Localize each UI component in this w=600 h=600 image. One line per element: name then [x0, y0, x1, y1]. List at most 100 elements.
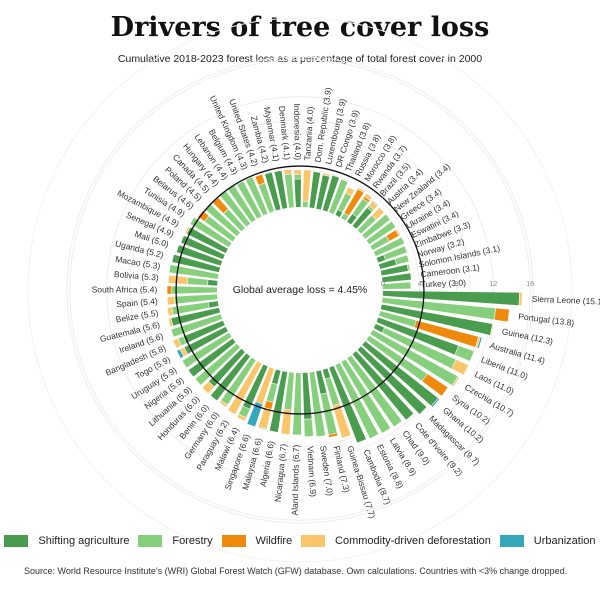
- bar-segment: [362, 341, 438, 406]
- bar-segment: [284, 169, 292, 175]
- bar-segment: [380, 264, 409, 276]
- country-label: Aland Islands (6.7): [290, 444, 301, 515]
- bar-segment: [370, 236, 389, 251]
- legend-swatch: [499, 535, 524, 547]
- bar-segment: [383, 246, 407, 260]
- bar-segment: [183, 320, 225, 344]
- bar-segment: [455, 345, 474, 362]
- bar-segment: [212, 196, 229, 214]
- bar-segment: [294, 174, 301, 179]
- bar-segment: [185, 226, 190, 234]
- bar-segment: [258, 427, 267, 430]
- bar-segment: [376, 317, 459, 355]
- country-label: Tanzania (4.0): [302, 106, 315, 161]
- legend-item-wildfire: Wildfire: [221, 535, 292, 547]
- bar-segment: [167, 307, 173, 316]
- bar-segment: [256, 367, 275, 404]
- bar-segment: [335, 209, 343, 218]
- bar-segment: [322, 368, 331, 379]
- bar-segment: [352, 198, 368, 217]
- legend-label: Urbanization: [533, 535, 596, 547]
- bar-segment: [382, 290, 520, 306]
- legend-swatch: [138, 535, 163, 547]
- legend-swatch: [4, 535, 29, 547]
- bar-segment: [395, 255, 409, 265]
- bar-segment: [245, 177, 268, 216]
- bar-segment: [171, 314, 223, 337]
- bar-segment: [358, 187, 365, 193]
- bar-segment: [422, 374, 448, 396]
- bar-segment: [168, 275, 188, 285]
- bar-segment: [373, 237, 405, 257]
- country-label: Bolivia (5.3): [114, 269, 160, 283]
- bar-segment: [372, 207, 384, 220]
- bar-segment: [180, 347, 188, 357]
- bar-segment: [202, 381, 214, 394]
- bar-segment: [205, 216, 236, 242]
- bar-segment: [302, 170, 311, 202]
- bar-segment: [284, 372, 294, 410]
- bar-segment: [337, 193, 352, 212]
- legend-item-shifting: Shifting agriculture: [4, 535, 130, 547]
- bar-segment: [169, 264, 219, 279]
- country-label: Sweden (7.0): [318, 445, 335, 497]
- bar-segment: [352, 207, 372, 229]
- bar-segment: [207, 279, 218, 286]
- bar-segment: [258, 183, 275, 213]
- bar-segment: [344, 189, 364, 216]
- average-circle: [175, 165, 425, 415]
- bar-segment: [184, 326, 228, 354]
- bar-segment: [490, 324, 494, 336]
- bar-segment: [172, 254, 221, 273]
- bar-segment: [320, 393, 337, 435]
- bar-segment: [329, 179, 348, 215]
- bar-segment: [451, 359, 469, 375]
- grid-circle: [27, 17, 573, 563]
- bar-segment: [208, 301, 219, 308]
- bar-segment: [382, 297, 496, 320]
- bar-segment: [190, 217, 232, 248]
- chart-title: Drivers of tree cover loss: [110, 12, 490, 43]
- bar-segment: [258, 407, 272, 429]
- bar-segment: [322, 175, 340, 212]
- bar-segment: [167, 286, 172, 294]
- bar-segment: [414, 320, 479, 347]
- tick-label: 12: [490, 281, 498, 288]
- bar-segment: [274, 170, 288, 209]
- legend-label: Forestry: [172, 535, 213, 547]
- grid-circle: [106, 96, 494, 484]
- bar-segment: [341, 213, 349, 221]
- bar-segment: [357, 346, 427, 415]
- bar-segment: [370, 329, 458, 386]
- bar-segment: [378, 259, 397, 269]
- grid-circle: [129, 119, 471, 461]
- bar-segment: [210, 353, 251, 401]
- bar-segment: [366, 221, 396, 245]
- country-label: Guinea (12.3): [501, 326, 554, 346]
- bar-segment: [309, 171, 321, 209]
- bar-segment: [208, 348, 245, 387]
- bar-segment: [172, 302, 209, 315]
- tick-label: 16: [526, 281, 534, 288]
- bar-segment: [255, 174, 265, 185]
- country-label: Nicaragua (6.7): [273, 443, 289, 502]
- country-label: South Africa (5.4): [92, 284, 158, 294]
- source-note: Source: World Resource Institute's (WRI)…: [24, 566, 568, 576]
- bar-segment: [284, 174, 294, 208]
- legend-swatch: [221, 535, 246, 547]
- bar-segment: [302, 372, 312, 419]
- tick-label: 4: [418, 281, 422, 288]
- bar-segment: [332, 403, 351, 438]
- bar-segment: [367, 205, 374, 212]
- bar-segment: [302, 201, 308, 208]
- bar-segment: [177, 349, 184, 359]
- grid-circle: [66, 56, 534, 524]
- bar-segment: [382, 327, 456, 369]
- bar-segment: [243, 364, 268, 409]
- bar-segment: [380, 304, 493, 336]
- bar-segment: [271, 369, 281, 385]
- bar-segment: [328, 433, 338, 438]
- country-label: Turkey (3.0): [420, 277, 466, 289]
- bar-segment: [407, 264, 410, 271]
- bar-segment: [264, 171, 272, 174]
